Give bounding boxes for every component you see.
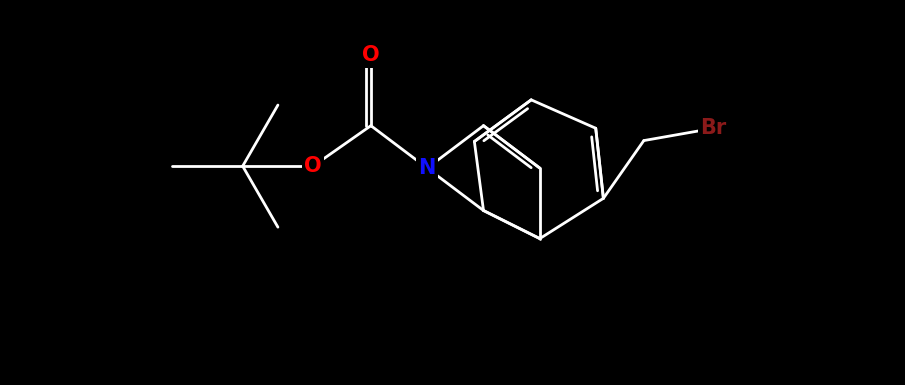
Text: O: O — [362, 45, 380, 65]
Text: N: N — [418, 158, 436, 178]
Text: O: O — [304, 156, 322, 176]
Text: Br: Br — [700, 118, 727, 138]
